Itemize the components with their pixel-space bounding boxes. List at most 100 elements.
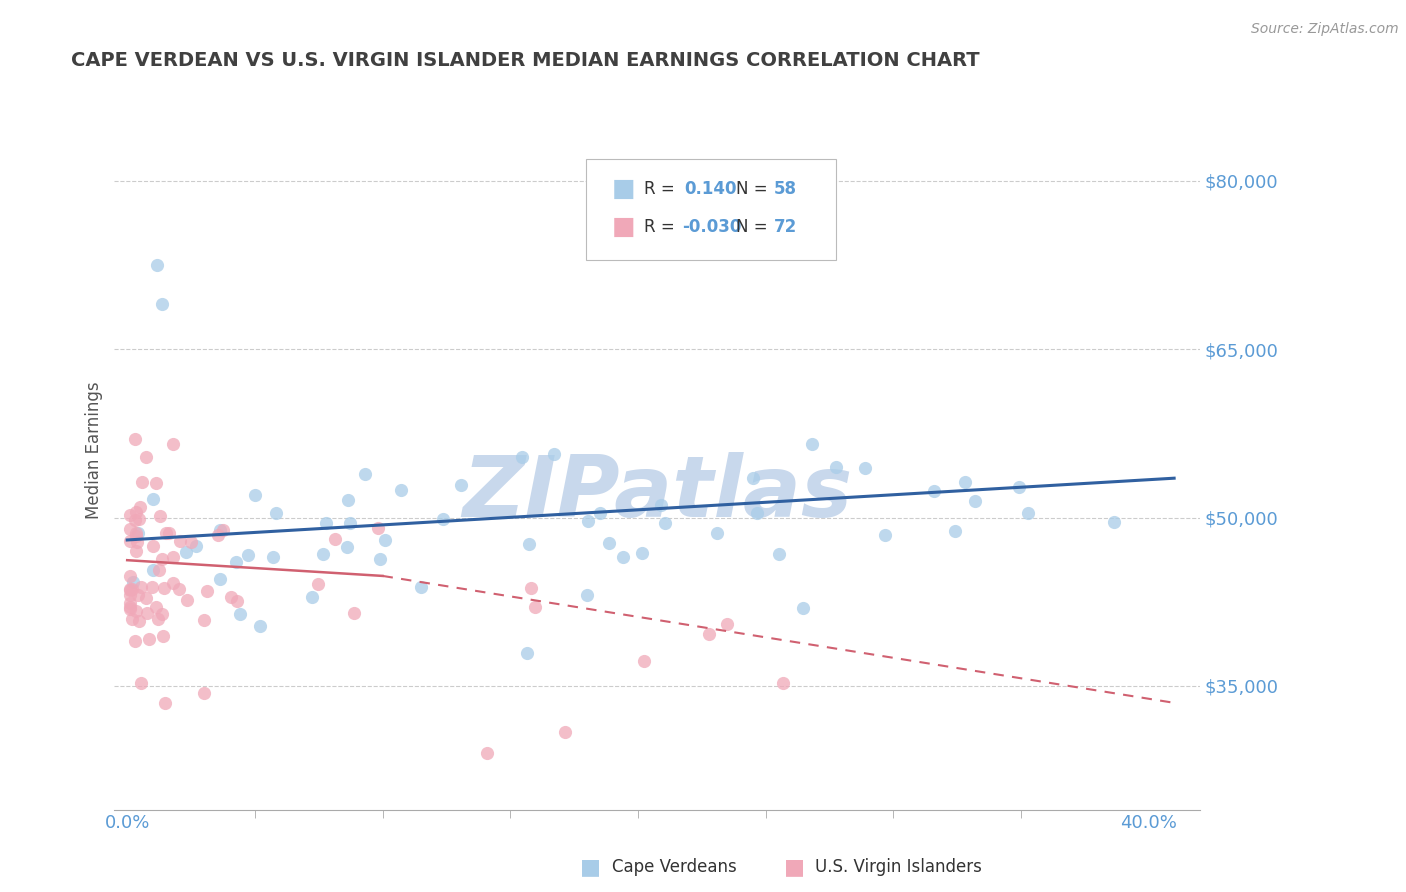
Point — [873, 528, 896, 542]
Point — [125, 543, 148, 558]
Point — [124, 633, 146, 648]
Point — [136, 606, 159, 620]
Point — [180, 535, 202, 549]
Point — [264, 507, 287, 521]
Point — [150, 297, 173, 311]
Point — [633, 654, 655, 668]
Point — [145, 599, 167, 614]
Point — [125, 525, 148, 540]
Text: CAPE VERDEAN VS U.S. VIRGIN ISLANDER MEDIAN EARNINGS CORRELATION CHART: CAPE VERDEAN VS U.S. VIRGIN ISLANDER MED… — [70, 51, 980, 70]
Text: R =: R = — [644, 180, 681, 198]
Point — [118, 568, 141, 582]
Point — [853, 461, 876, 475]
Point — [953, 475, 976, 489]
Point — [697, 627, 720, 641]
Text: 58: 58 — [775, 180, 797, 198]
Point — [432, 512, 454, 526]
Text: Cape Verdeans: Cape Verdeans — [612, 858, 737, 876]
Point — [167, 582, 190, 596]
Point — [477, 746, 499, 760]
Text: ■: ■ — [612, 178, 636, 202]
Point — [131, 676, 153, 690]
Point — [943, 524, 966, 538]
Point — [543, 447, 565, 461]
Point — [118, 533, 141, 548]
Point — [801, 437, 824, 451]
Point — [208, 572, 231, 586]
Point — [124, 513, 146, 527]
Point — [118, 508, 141, 523]
Point — [367, 521, 389, 535]
Text: R =: R = — [644, 219, 681, 236]
Point — [1017, 506, 1039, 520]
Point — [118, 522, 141, 536]
Point — [589, 506, 612, 520]
FancyBboxPatch shape — [586, 159, 837, 260]
Point — [825, 459, 848, 474]
Point — [554, 725, 576, 739]
Point — [129, 581, 152, 595]
Point — [152, 629, 174, 643]
Point — [124, 432, 146, 446]
Point — [125, 604, 148, 618]
Text: Source: ZipAtlas.com: Source: ZipAtlas.com — [1251, 22, 1399, 37]
Point — [121, 612, 143, 626]
Point — [211, 523, 233, 537]
Point — [152, 581, 174, 595]
Point — [336, 540, 359, 554]
Text: U.S. Virgin Islanders: U.S. Virgin Islanders — [815, 858, 983, 876]
Point — [520, 581, 543, 595]
Point — [135, 591, 157, 605]
Point — [162, 575, 184, 590]
Point — [169, 534, 191, 549]
Point — [162, 437, 184, 451]
Point — [301, 590, 323, 604]
Point — [768, 547, 790, 561]
Point — [121, 582, 143, 596]
Point — [174, 545, 197, 559]
Point — [311, 547, 333, 561]
Point — [145, 475, 167, 490]
Point — [249, 619, 271, 633]
Point — [262, 549, 284, 564]
Point — [226, 593, 249, 607]
Point — [157, 526, 180, 541]
Point — [118, 582, 141, 597]
Point — [650, 498, 672, 512]
Point — [323, 533, 346, 547]
Point — [450, 478, 472, 492]
Point — [128, 512, 150, 526]
Point — [148, 563, 170, 577]
Point — [184, 539, 207, 553]
Point — [127, 589, 149, 603]
Point — [155, 696, 177, 710]
Point — [146, 258, 169, 272]
Point — [120, 602, 142, 616]
Point — [343, 607, 366, 621]
Point — [922, 483, 945, 498]
Point — [193, 614, 215, 628]
Point — [135, 450, 157, 464]
Point — [517, 537, 540, 551]
Point — [219, 590, 242, 604]
Point — [963, 493, 986, 508]
Point — [162, 549, 184, 564]
Point — [315, 516, 337, 530]
Point — [129, 500, 152, 515]
Text: -0.030: -0.030 — [682, 219, 741, 236]
Point — [353, 467, 375, 481]
Point — [225, 556, 247, 570]
Point — [575, 588, 598, 602]
Point — [142, 539, 165, 553]
Text: ■: ■ — [785, 857, 804, 877]
Point — [576, 515, 599, 529]
Point — [612, 549, 634, 564]
Point — [127, 535, 149, 549]
Point — [150, 607, 173, 621]
Y-axis label: Median Earnings: Median Earnings — [86, 381, 103, 519]
Point — [207, 528, 229, 542]
Point — [336, 493, 359, 508]
Point — [706, 526, 728, 541]
Point — [128, 615, 150, 629]
Point — [409, 580, 432, 594]
